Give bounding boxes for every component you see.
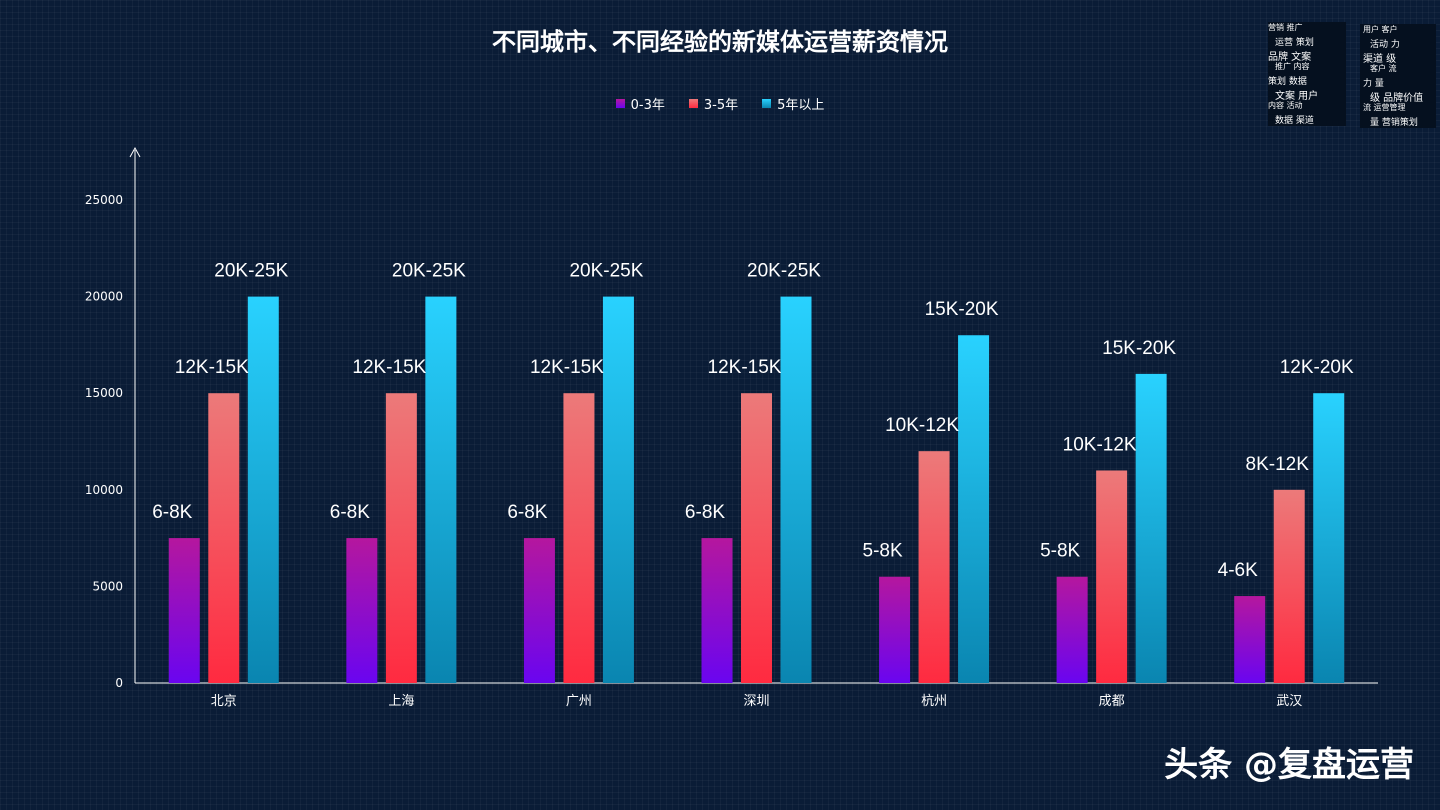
y-tick-label: 10000	[85, 483, 123, 497]
chart-title: 不同城市、不同经验的新媒体运营薪资情况	[492, 28, 948, 56]
data-label: 6-8K	[685, 502, 725, 523]
watermark: 头条 @复盘运营	[1164, 745, 1414, 785]
bar-1-5	[1096, 470, 1128, 683]
word-cloud-word: 级 品牌价值	[1370, 93, 1424, 104]
y-tick-label: 0	[115, 676, 123, 690]
y-axis-arrow	[129, 146, 141, 158]
data-label: 6-8K	[507, 502, 547, 523]
bar-0-1	[346, 538, 378, 683]
data-label: 8K-12K	[1246, 454, 1310, 475]
y-tick-label: 20000	[85, 290, 123, 304]
x-tick-label: 广州	[566, 694, 592, 709]
word-cloud-word: 策划 数据	[1268, 77, 1307, 87]
data-label: 12K-15K	[530, 357, 604, 378]
data-label: 20K-25K	[569, 261, 643, 282]
bar-2-5	[1135, 373, 1167, 683]
bar-1-1	[385, 393, 417, 683]
legend-item-0[interactable]: 0-3年	[615, 94, 665, 113]
data-label: 20K-25K	[214, 261, 288, 282]
x-tick-label: 北京	[211, 694, 237, 709]
bar-2-3	[780, 296, 812, 683]
bar-2-1	[425, 296, 457, 683]
y-tick-label: 5000	[92, 579, 123, 593]
x-tick-label: 成都	[1099, 694, 1125, 709]
word-cloud-word: 文案 用户	[1275, 91, 1319, 102]
word-cloud-word: 渠道 级	[1363, 54, 1397, 65]
word-cloud-word: 运营 策划	[1275, 38, 1314, 48]
x-tick-label: 深圳	[743, 694, 769, 709]
x-tick-label: 武汉	[1276, 694, 1302, 709]
bar-1-0	[208, 393, 240, 683]
bar-0-2	[523, 538, 555, 683]
legend-swatch	[615, 99, 625, 108]
x-tick-label: 上海	[388, 694, 414, 709]
legend-label: 3-5年	[703, 98, 739, 113]
data-label: 4-6K	[1218, 560, 1258, 581]
data-label: 20K-25K	[392, 261, 466, 282]
bar-0-0	[168, 538, 200, 683]
word-cloud-word: 用户 客户	[1363, 25, 1398, 34]
legend: 0-3年 3-5年 5年以上	[0, 94, 1440, 113]
bar-1-3	[741, 393, 772, 683]
word-cloud-word: 营销 推广	[1268, 23, 1303, 32]
legend-swatch	[762, 99, 772, 108]
data-label: 6-8K	[152, 502, 192, 523]
word-cloud-word: 活动 力	[1370, 40, 1400, 50]
word-cloud-word: 客户 流	[1370, 64, 1397, 73]
data-label: 10K-12K	[1063, 434, 1137, 455]
bar-2-6	[1313, 393, 1345, 683]
bar-2-4	[958, 335, 990, 683]
bar-2-2	[602, 296, 634, 683]
data-label: 5-8K	[1040, 541, 1080, 562]
x-tick-label: 杭州	[921, 694, 947, 709]
word-cloud-shape: 营销 推广运营 策划品牌 文案 推广 内容策划 数据文案 用户 内容 活动数据 渠道	[1268, 22, 1346, 126]
data-label: 6-8K	[330, 502, 370, 523]
data-label: 12K-15K	[352, 357, 426, 378]
y-tick-label: 15000	[85, 386, 123, 400]
word-cloud-word: 推广 内容	[1275, 62, 1310, 71]
data-label: 5-8K	[863, 541, 903, 562]
bar-0-3	[701, 538, 733, 683]
data-label: 20K-25K	[747, 261, 821, 282]
word-cloud-word: 数据 渠道	[1275, 116, 1314, 126]
bar-1-4	[918, 451, 950, 683]
data-label: 12K-20K	[1280, 357, 1354, 378]
word-cloud-word: 品牌 文案	[1268, 52, 1312, 63]
data-label: 10K-12K	[885, 415, 959, 436]
legend-label: 0-3年	[630, 98, 665, 113]
bar-1-6	[1273, 489, 1305, 683]
word-cloud-word: 力 量	[1363, 79, 1384, 89]
word-cloud-shape: 用户 客户活动 力渠道 级客户 流力 量级 品牌价值流 运营管理量 营销策划	[1360, 24, 1436, 128]
word-cloud-word: 流 运营管理	[1363, 103, 1406, 112]
word-cloud-word: 量 营销策划	[1370, 118, 1418, 128]
data-label: 15K-20K	[1102, 338, 1176, 359]
legend-item-2[interactable]: 5年以上	[762, 94, 824, 113]
y-tick-label: 25000	[85, 193, 123, 207]
bar-1-2	[563, 393, 595, 683]
legend-label: 5年以上	[777, 98, 825, 113]
bar-0-4	[879, 576, 911, 683]
data-label: 12K-15K	[175, 357, 249, 378]
data-label: 15K-20K	[925, 299, 999, 320]
bar-2-0	[247, 296, 279, 683]
legend-swatch	[688, 99, 698, 108]
word-cloud-word: 内容 活动	[1268, 101, 1303, 110]
legend-item-1[interactable]: 3-5年	[688, 94, 739, 113]
bar-0-5	[1056, 576, 1088, 683]
data-label: 12K-15K	[708, 357, 782, 378]
word-cloud-logo: 营销 推广运营 策划品牌 文案 推广 内容策划 数据文案 用户 内容 活动数据 渠道…	[1268, 22, 1438, 130]
bar-0-6	[1234, 596, 1266, 683]
